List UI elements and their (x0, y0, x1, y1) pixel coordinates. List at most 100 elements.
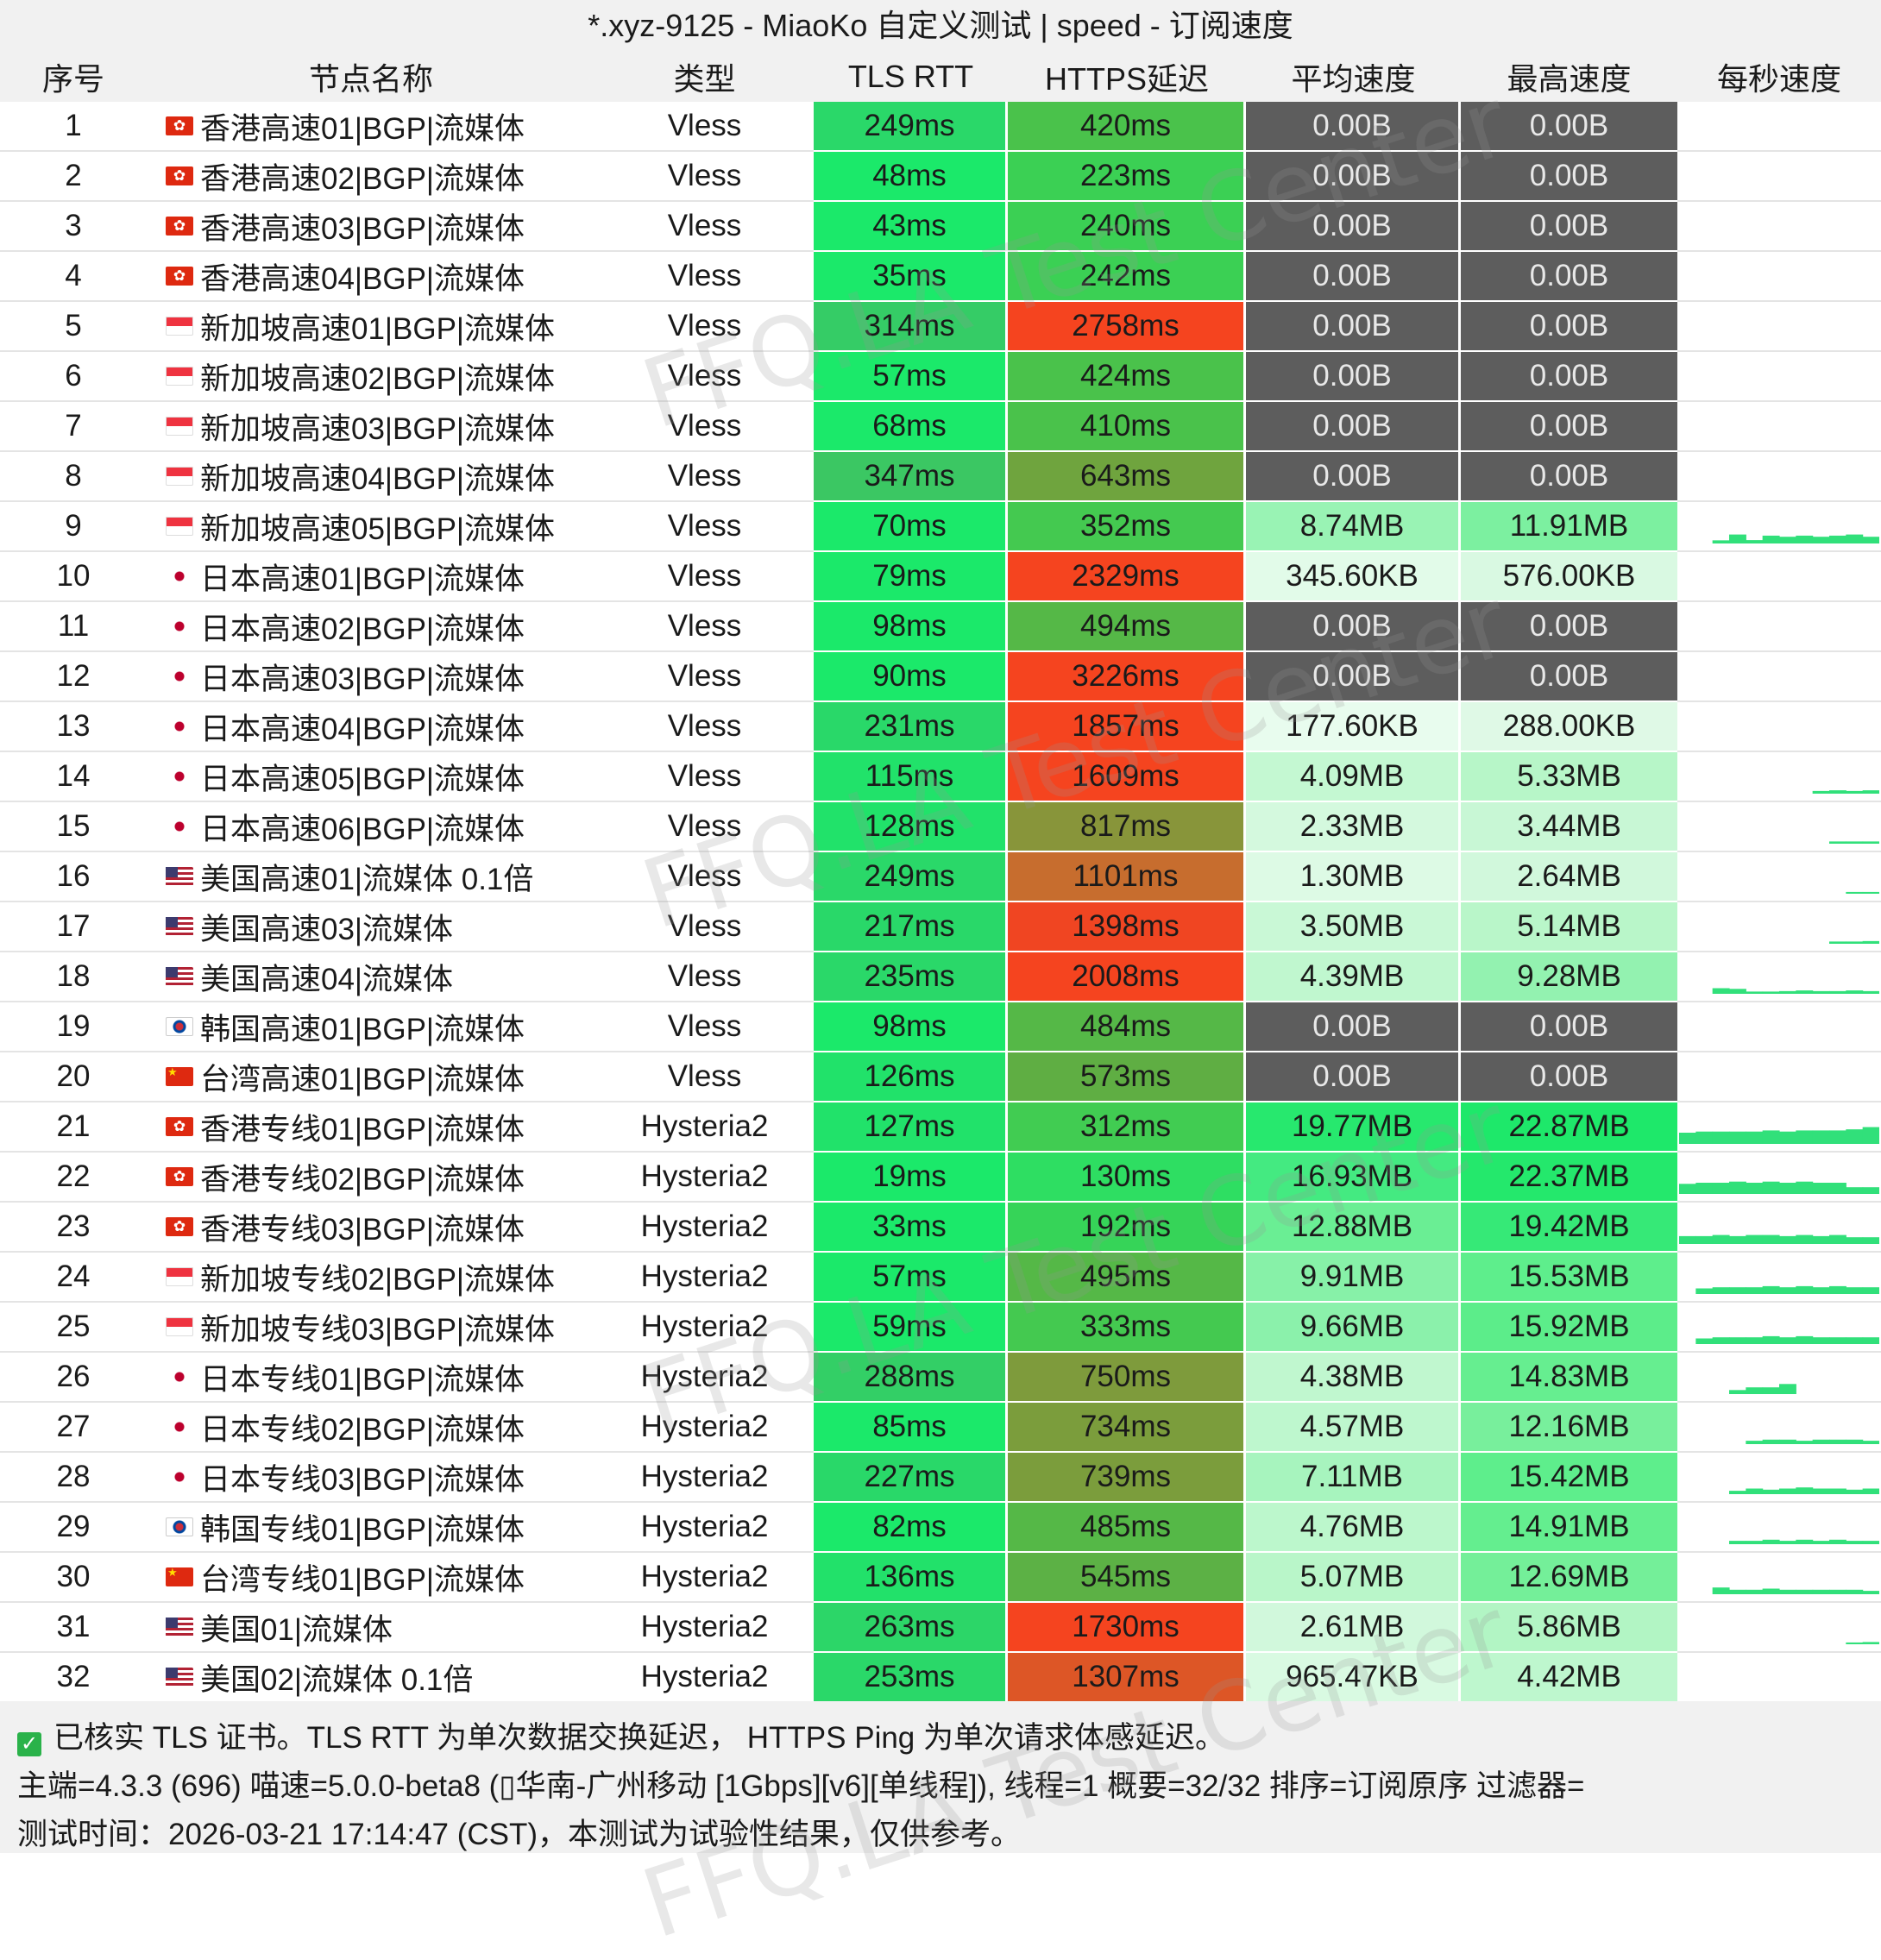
tls-rtt-value: 263ms (814, 1603, 1008, 1653)
node-name: 新加坡专线02|BGP|流媒体 (200, 1262, 556, 1297)
speed-sparkline-chart (1679, 1234, 1879, 1244)
speed-bar (1829, 841, 1846, 844)
https-latency-value: 420ms (1008, 102, 1246, 152)
speed-bar (1746, 540, 1764, 543)
node-name: 日本高速06|BGP|流媒体 (200, 812, 525, 846)
node-name-cell: 香港专线03|BGP|流媒体 (147, 1203, 595, 1253)
speed-bar (1762, 1335, 1780, 1344)
speed-bar (1779, 1541, 1796, 1544)
avg-speed-value: 19.77MB (1246, 1102, 1461, 1153)
speed-bar (1812, 990, 1830, 994)
avg-speed-value: 7.11MB (1246, 1453, 1461, 1503)
per-second-speed-sparkline (1677, 1553, 1881, 1603)
speed-bar (1762, 1588, 1780, 1594)
row-index: 4 (0, 252, 147, 302)
tls-rtt-value: 314ms (814, 302, 1008, 352)
speed-bar (1829, 790, 1846, 794)
speed-bar (1762, 991, 1780, 994)
flag-jp-icon (166, 1467, 193, 1486)
node-name: 香港高速03|BGP|流媒体 (200, 211, 525, 246)
max-speed-value: 14.91MB (1461, 1503, 1677, 1553)
per-second-speed-sparkline (1677, 252, 1881, 302)
avg-speed-value: 12.88MB (1246, 1203, 1461, 1253)
speed-bar (1812, 537, 1830, 543)
speed-bar (1829, 1285, 1846, 1294)
avg-speed-value: 0.00B (1246, 1002, 1461, 1052)
speed-bar (1779, 1131, 1796, 1144)
speed-bar (1862, 940, 1879, 944)
speed-bar (1779, 1439, 1796, 1444)
col-header-tls-rtt: TLS RTT (814, 52, 1008, 102)
speed-bar (1829, 1234, 1846, 1244)
node-name-cell: 日本高速04|BGP|流媒体 (147, 702, 595, 752)
speed-bar (1862, 1541, 1879, 1544)
node-name: 新加坡高速02|BGP|流媒体 (200, 361, 556, 396)
max-speed-value: 0.00B (1461, 452, 1677, 502)
node-name: 台湾高速01|BGP|流媒体 (200, 1062, 525, 1096)
speed-sparkline-chart (1729, 1487, 1879, 1494)
speed-bar (1829, 1183, 1846, 1194)
speed-bar (1712, 1234, 1730, 1244)
speed-bar (1695, 1131, 1714, 1144)
col-header-type: 类型 (595, 52, 814, 102)
row-index: 15 (0, 802, 147, 852)
per-second-speed-sparkline (1677, 402, 1881, 452)
per-second-speed-sparkline (1677, 1503, 1881, 1553)
node-name-cell: 香港高速01|BGP|流媒体 (147, 102, 595, 152)
per-second-speed-sparkline (1677, 1653, 1881, 1703)
node-type: Vless (595, 752, 814, 802)
speed-sparkline-chart (1846, 1642, 1879, 1644)
node-type: Vless (595, 802, 814, 852)
per-second-speed-sparkline (1677, 1603, 1881, 1653)
speed-bar (1779, 1183, 1796, 1194)
avg-speed-value: 0.00B (1246, 302, 1461, 352)
node-type: Hysteria2 (595, 1203, 814, 1253)
avg-speed-value: 4.57MB (1246, 1403, 1461, 1453)
speed-bar (1812, 790, 1830, 794)
tls-rtt-value: 59ms (814, 1303, 1008, 1353)
speed-sparkline-chart (1695, 1285, 1879, 1294)
window-title: *.xyz-9125 - MiaoKo 自定义测试 | speed - 订阅速度 (0, 0, 1881, 52)
flag-us-icon (166, 917, 193, 936)
avg-speed-value: 177.60KB (1246, 702, 1461, 752)
speed-bar (1779, 537, 1796, 543)
row-index: 8 (0, 452, 147, 502)
row-index: 27 (0, 1403, 147, 1453)
speed-bar (1846, 1589, 1864, 1594)
node-type: Hysteria2 (595, 1353, 814, 1403)
speed-bar (1729, 1589, 1746, 1594)
speed-bar (1746, 1234, 1764, 1244)
flag-cn-icon (166, 1066, 193, 1086)
speed-bar (1779, 1589, 1796, 1594)
tls-rtt-value: 249ms (814, 102, 1008, 152)
avg-speed-value: 0.00B (1246, 602, 1461, 652)
max-speed-value: 9.28MB (1461, 952, 1677, 1002)
col-header-per-second-speed: 每秒速度 (1677, 52, 1881, 102)
row-index: 26 (0, 1353, 147, 1403)
row-index: 28 (0, 1453, 147, 1503)
speed-bar (1729, 534, 1746, 543)
tls-rtt-value: 217ms (814, 902, 1008, 952)
speed-bar (1829, 990, 1846, 994)
speed-bar (1829, 1589, 1846, 1594)
node-name-cell: 韩国专线01|BGP|流媒体 (147, 1503, 595, 1553)
node-name: 香港专线03|BGP|流媒体 (200, 1212, 525, 1247)
node-name: 香港高速02|BGP|流媒体 (200, 161, 525, 196)
flag-sg-icon (166, 367, 193, 386)
avg-speed-value: 0.00B (1246, 152, 1461, 202)
speed-sparkline-chart (1712, 1587, 1879, 1594)
avg-speed-value: 4.76MB (1246, 1503, 1461, 1553)
speed-bar (1796, 1441, 1814, 1444)
avg-speed-value: 0.00B (1246, 452, 1461, 502)
speed-bar (1729, 1287, 1746, 1294)
speed-sparkline-chart (1729, 1384, 1796, 1394)
speed-bar (1862, 891, 1879, 894)
flag-sg-icon (166, 1317, 193, 1336)
node-name: 香港专线02|BGP|流媒体 (200, 1162, 525, 1197)
speed-bar (1712, 988, 1730, 994)
speed-bar (1846, 841, 1864, 844)
row-index: 3 (0, 202, 147, 252)
https-latency-value: 573ms (1008, 1052, 1246, 1102)
speed-bar (1746, 1337, 1764, 1344)
row-index: 6 (0, 352, 147, 402)
